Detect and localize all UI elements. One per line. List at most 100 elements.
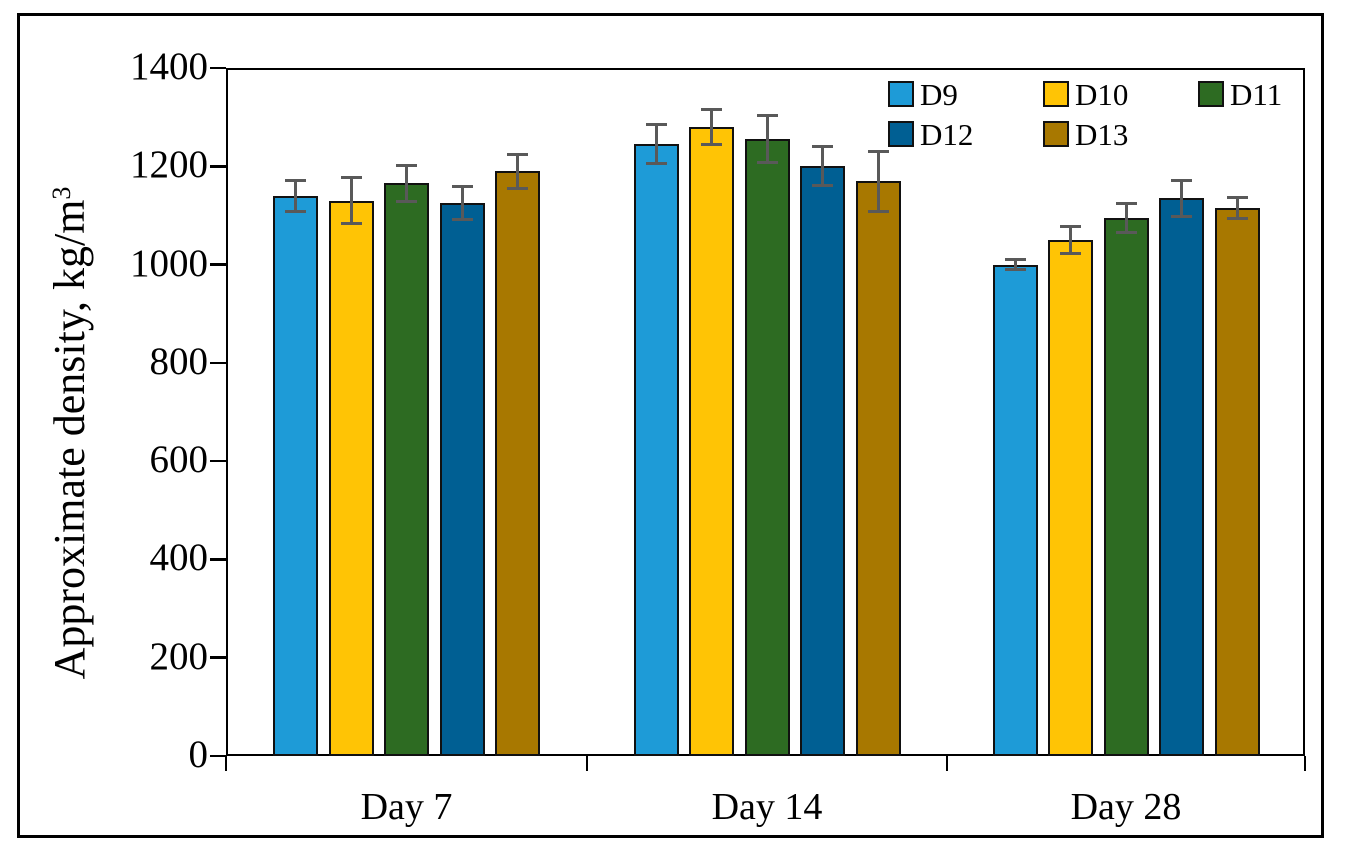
error-bar-line bbox=[1124, 203, 1128, 233]
error-bar-cap bbox=[812, 145, 833, 149]
error-bar-line bbox=[876, 151, 880, 211]
y-tick-label: 0 bbox=[188, 732, 209, 776]
bar-d11-day14 bbox=[744, 139, 790, 756]
legend-label-d12: D12 bbox=[920, 116, 974, 152]
error-bar-cap bbox=[1060, 251, 1081, 255]
error-bar-line bbox=[1235, 197, 1239, 219]
bar-d13-day14 bbox=[855, 181, 901, 756]
bar-d10-day14 bbox=[689, 126, 734, 756]
error-bar-cap bbox=[507, 186, 528, 190]
error-bar-line bbox=[1013, 259, 1017, 270]
y-tick-label: 200 bbox=[149, 634, 209, 678]
bar-d9-day7 bbox=[273, 195, 318, 756]
y-tick-label: 800 bbox=[149, 339, 209, 383]
bar-d9-day28 bbox=[992, 264, 1038, 756]
error-bar-line bbox=[821, 146, 824, 186]
error-bar-cap bbox=[812, 184, 833, 188]
error-bar-line bbox=[765, 115, 769, 163]
bar-d10-day28 bbox=[1048, 240, 1093, 756]
error-bar-line bbox=[710, 109, 713, 145]
y-tick-mark bbox=[210, 754, 226, 758]
y-tick-label: 1400 bbox=[130, 44, 208, 88]
error-bar-cap bbox=[451, 218, 473, 222]
bar-d9-day14 bbox=[633, 144, 679, 756]
y-tick-label: 1000 bbox=[130, 241, 208, 285]
error-bar-line bbox=[349, 177, 353, 224]
error-bar-line bbox=[1069, 226, 1072, 254]
error-bar-cap bbox=[701, 107, 722, 111]
x-axis-category-label: Day 14 bbox=[711, 786, 823, 828]
error-bar-cap bbox=[1171, 178, 1192, 182]
error-bar-cap bbox=[396, 200, 417, 204]
error-bar-cap bbox=[1004, 267, 1026, 271]
legend-item-d11: D11 bbox=[1198, 76, 1283, 112]
error-bar-cap bbox=[645, 162, 667, 166]
y-tick-mark bbox=[210, 558, 226, 561]
y-axis-title-superscript: 3 bbox=[47, 186, 76, 200]
error-bar-cap bbox=[507, 152, 528, 156]
legend-swatch-d10 bbox=[1043, 81, 1069, 107]
error-bar-cap bbox=[756, 161, 778, 165]
error-bar-cap bbox=[1171, 214, 1192, 218]
y-tick-mark bbox=[210, 66, 226, 70]
x-tick-mark bbox=[585, 756, 589, 771]
bar-d13-day7 bbox=[495, 171, 540, 756]
error-bar-cap bbox=[340, 176, 362, 180]
x-axis-category-label: Day 7 bbox=[360, 786, 453, 828]
legend-label-d11: D11 bbox=[1230, 76, 1283, 112]
error-bar-cap bbox=[645, 123, 667, 126]
bar-d12-day28 bbox=[1159, 198, 1204, 756]
error-bar-cap bbox=[285, 178, 306, 182]
error-bar-cap bbox=[1226, 196, 1248, 200]
error-bar-cap bbox=[1115, 231, 1137, 235]
legend-swatch-d11 bbox=[1198, 81, 1224, 107]
y-tick-mark bbox=[210, 459, 226, 463]
error-bar-cap bbox=[396, 163, 417, 167]
y-tick-label: 600 bbox=[149, 438, 209, 482]
error-bar-line bbox=[405, 165, 408, 202]
error-bar-line bbox=[516, 154, 519, 189]
error-bar-cap bbox=[867, 149, 889, 153]
legend-label-d9: D9 bbox=[920, 76, 958, 112]
y-tick-label: 400 bbox=[149, 536, 209, 580]
legend-item-d12: D12 bbox=[888, 116, 974, 152]
bar-d11-day28 bbox=[1103, 217, 1149, 756]
error-bar-line bbox=[1180, 180, 1183, 217]
error-bar-cap bbox=[1115, 201, 1137, 205]
y-tick-mark bbox=[210, 656, 226, 659]
error-bar-cap bbox=[867, 209, 889, 213]
x-tick-mark bbox=[224, 756, 228, 771]
error-bar-cap bbox=[1004, 258, 1026, 262]
error-bar-cap bbox=[340, 222, 362, 226]
x-tick-mark bbox=[1303, 756, 1307, 771]
error-bar-cap bbox=[756, 114, 778, 118]
figure-border: Approximate density, kg/m3 0 200 400 600 800… bbox=[17, 13, 1324, 838]
bar-d11-day7 bbox=[384, 183, 429, 756]
error-bar-line bbox=[654, 124, 658, 164]
y-tick-label: 1200 bbox=[130, 143, 208, 187]
legend-swatch-d9 bbox=[888, 81, 914, 107]
legend-swatch-d13 bbox=[1043, 121, 1069, 147]
error-bar-cap bbox=[451, 184, 473, 188]
bar-d13-day28 bbox=[1214, 208, 1260, 756]
y-tick-mark bbox=[210, 165, 226, 168]
y-tick-mark bbox=[210, 361, 226, 365]
legend-item-d13: D13 bbox=[1043, 116, 1129, 152]
bar-d10-day7 bbox=[328, 200, 374, 756]
legend-label-d10: D10 bbox=[1075, 76, 1129, 112]
legend-item-d10: D10 bbox=[1043, 76, 1129, 112]
error-bar-line bbox=[460, 186, 464, 220]
x-tick-mark bbox=[945, 756, 949, 771]
legend-label-d13: D13 bbox=[1075, 116, 1129, 152]
y-tick-mark bbox=[210, 263, 226, 266]
bar-d12-day7 bbox=[439, 203, 485, 756]
x-axis-category-label: Day 28 bbox=[1070, 786, 1182, 828]
error-bar-cap bbox=[1060, 225, 1081, 229]
error-bar-line bbox=[294, 180, 297, 212]
error-bar-cap bbox=[701, 143, 722, 147]
bar-d12-day14 bbox=[800, 166, 845, 756]
legend-swatch-d12 bbox=[888, 121, 914, 147]
error-bar-cap bbox=[1226, 216, 1248, 220]
error-bar-cap bbox=[285, 209, 306, 213]
